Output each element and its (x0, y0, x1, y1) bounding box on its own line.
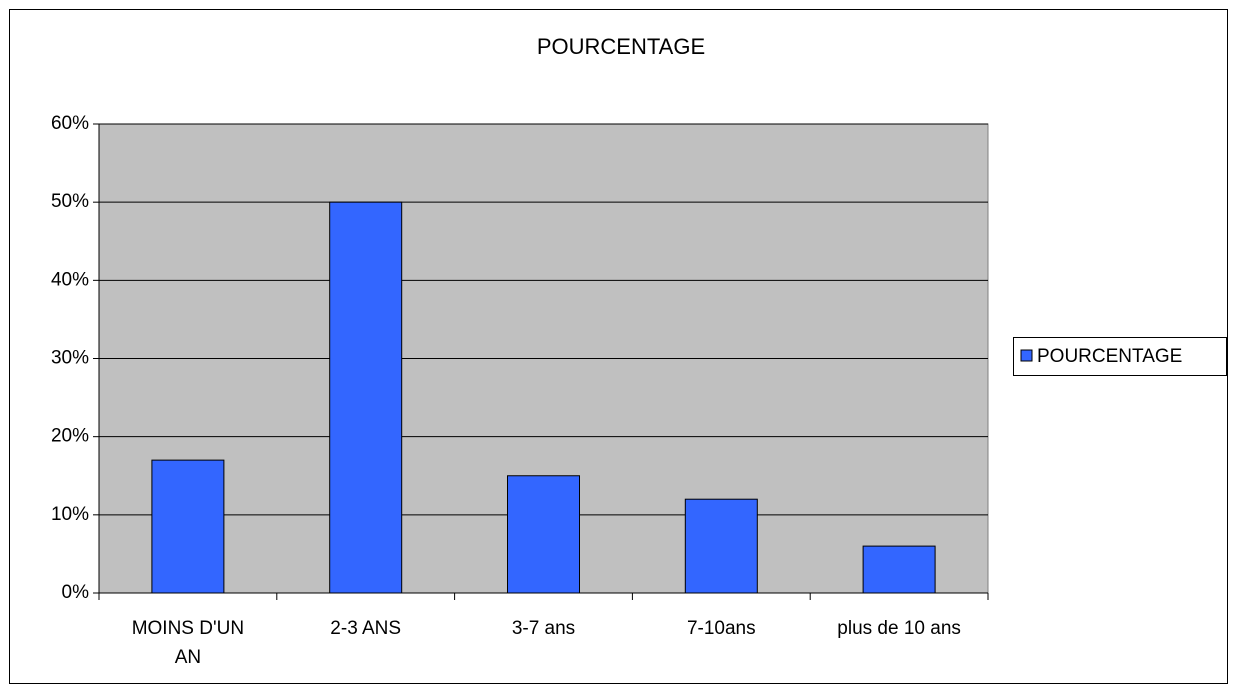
y-tick-label: 10% (51, 504, 89, 525)
x-tick-label: 3-7 ans (511, 618, 576, 639)
y-tick-label: 0% (62, 582, 90, 603)
legend-swatch (1020, 349, 1033, 362)
x-tick-label: MOINS D'UN AN (131, 618, 245, 668)
bar (862, 545, 936, 594)
y-tick-label: 60% (51, 113, 89, 134)
x-tick-label: 7-10ans (686, 618, 756, 639)
x-tick-label: 2-3 ANS (330, 618, 402, 639)
bar (329, 201, 403, 594)
y-tick-label: 20% (51, 426, 89, 447)
y-tick-label: 40% (51, 269, 89, 290)
chart-title: POURCENTAGE (537, 34, 705, 59)
bar (507, 475, 580, 594)
bar (684, 498, 758, 594)
bar (151, 459, 225, 594)
legend-label: POURCENTAGE (1037, 346, 1182, 367)
y-tick-label: 30% (51, 348, 89, 369)
legend-box (1013, 337, 1227, 376)
x-tick-label: plus de 10 ans (837, 618, 961, 639)
y-tick-label: 50% (51, 191, 89, 212)
